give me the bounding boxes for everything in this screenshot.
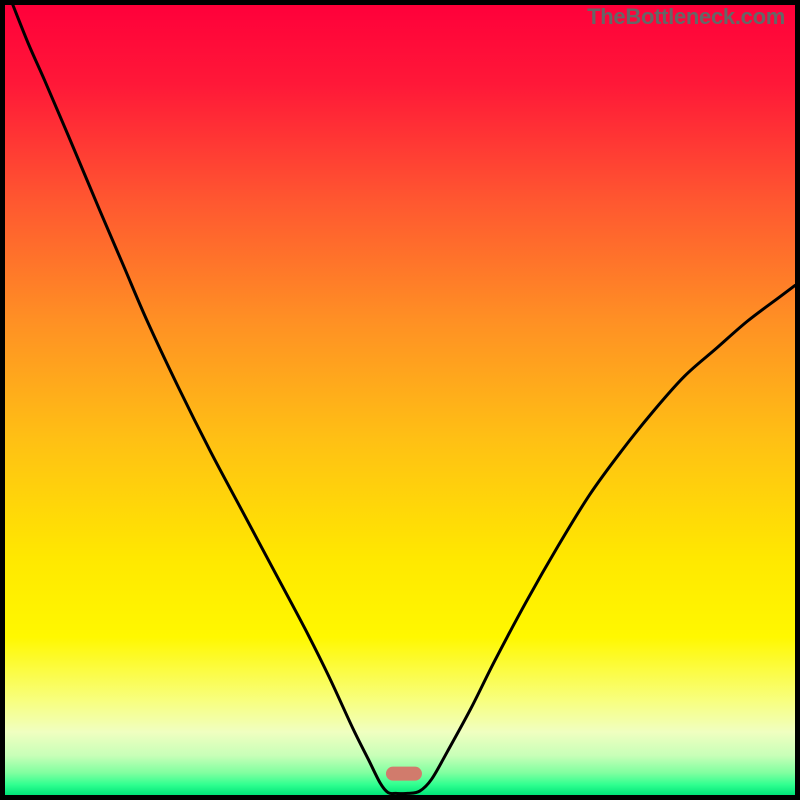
bottleneck-chart	[0, 0, 800, 800]
chart-background	[5, 5, 795, 795]
chart-container: TheBottleneck.com	[0, 0, 800, 800]
watermark-text: TheBottleneck.com	[587, 4, 785, 30]
optimal-point-marker	[386, 767, 422, 781]
